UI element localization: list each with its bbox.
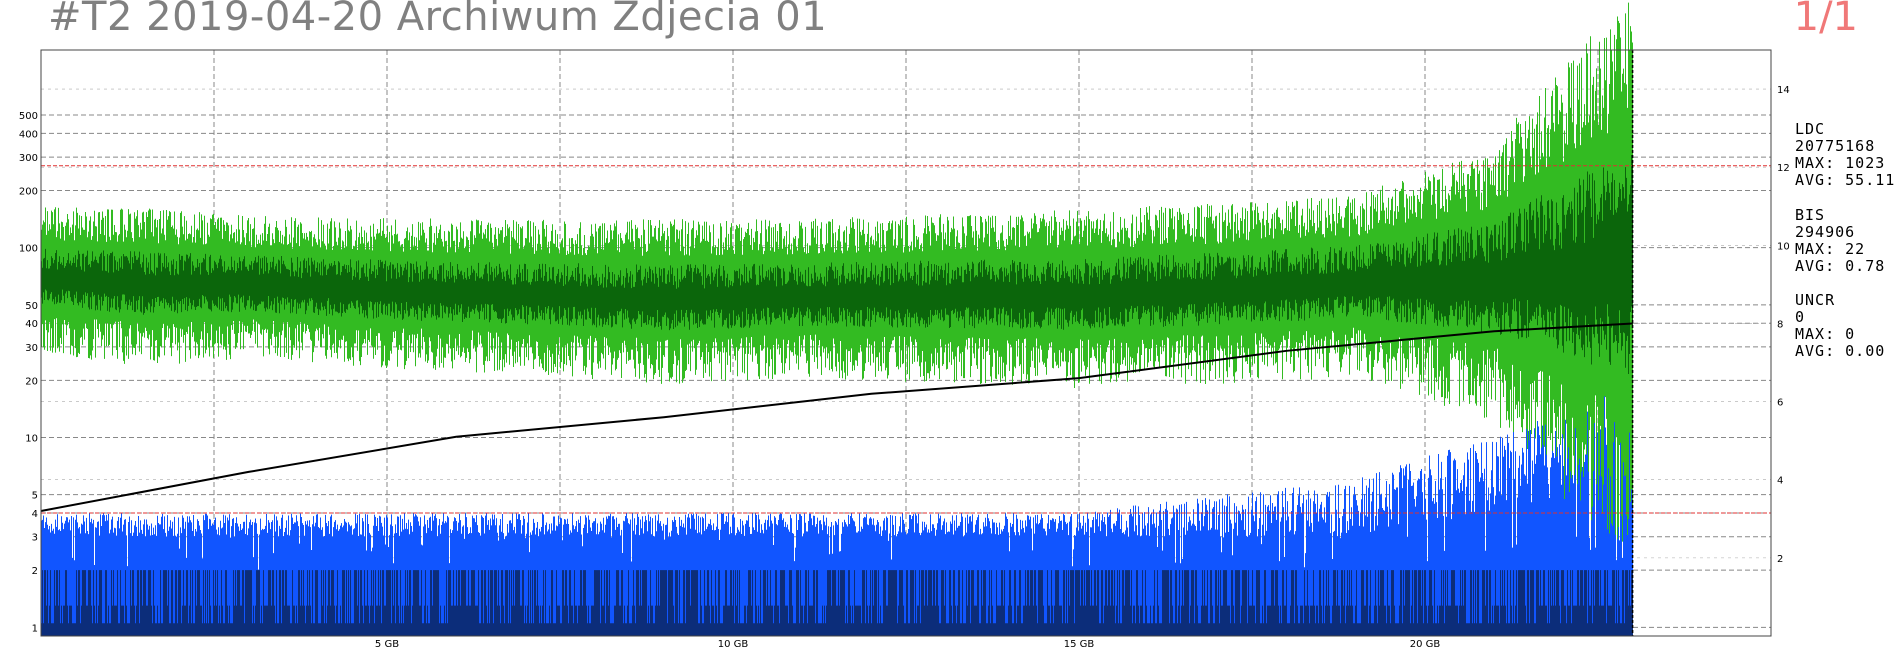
- page-indicator: 1/1: [1793, 0, 1858, 40]
- chart-title: #T2 2019-04-20 Archiwum Zdjecia 01: [48, 0, 828, 40]
- ldc-series: [41, 2, 1633, 542]
- bis-series: [41, 383, 1633, 636]
